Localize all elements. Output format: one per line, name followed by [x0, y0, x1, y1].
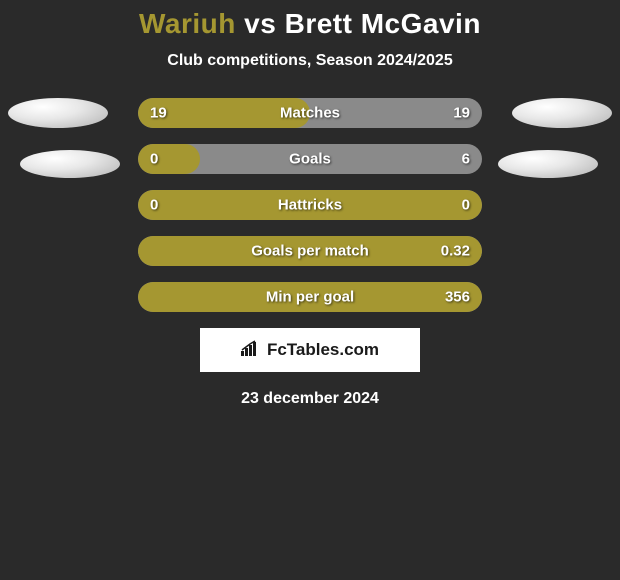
- stat-bar-hattricks: 0 Hattricks 0: [138, 190, 482, 220]
- branding-badge[interactable]: FcTables.com: [200, 328, 420, 372]
- stat-value-right: 356: [445, 289, 470, 306]
- stat-bar-matches: 19 Matches 19: [138, 98, 482, 128]
- player1-name: Wariuh: [139, 8, 236, 39]
- player2-marker-icon: [512, 98, 612, 128]
- stat-value-right: 6: [462, 151, 470, 168]
- stat-bar-goals-per-match: Goals per match 0.32: [138, 236, 482, 266]
- stat-label: Goals: [289, 151, 331, 168]
- subtitle: Club competitions, Season 2024/2025: [0, 52, 620, 70]
- stat-label: Goals per match: [251, 243, 369, 260]
- stat-bar-goals: 0 Goals 6: [138, 144, 482, 174]
- branding-text: FcTables.com: [267, 340, 379, 360]
- date-text: 23 december 2024: [0, 390, 620, 408]
- stat-label: Matches: [280, 105, 340, 122]
- page-title: Wariuh vs Brett McGavin: [0, 8, 620, 40]
- player1-marker-icon: [8, 98, 108, 128]
- stat-bar-min-per-goal: Min per goal 356: [138, 282, 482, 312]
- stat-value-left: 0: [150, 151, 158, 168]
- chart-icon: [241, 340, 261, 361]
- bar-fill-left: [138, 144, 200, 174]
- stat-value-left: 19: [150, 105, 167, 122]
- player1-marker2-icon: [20, 150, 120, 178]
- comparison-container: Wariuh vs Brett McGavin Club competition…: [0, 0, 620, 408]
- vs-text: vs: [244, 8, 276, 39]
- stat-label: Hattricks: [278, 197, 342, 214]
- stat-label: Min per goal: [266, 289, 354, 306]
- bars-container: 19 Matches 19 0 Goals 6 0 Hattricks 0 Go…: [138, 98, 482, 312]
- stat-value-left: 0: [150, 197, 158, 214]
- stats-area: 19 Matches 19 0 Goals 6 0 Hattricks 0 Go…: [0, 98, 620, 408]
- stat-value-right: 0.32: [441, 243, 470, 260]
- player2-marker2-icon: [498, 150, 598, 178]
- stat-value-right: 0: [462, 197, 470, 214]
- player2-name: Brett McGavin: [285, 8, 481, 39]
- stat-value-right: 19: [453, 105, 470, 122]
